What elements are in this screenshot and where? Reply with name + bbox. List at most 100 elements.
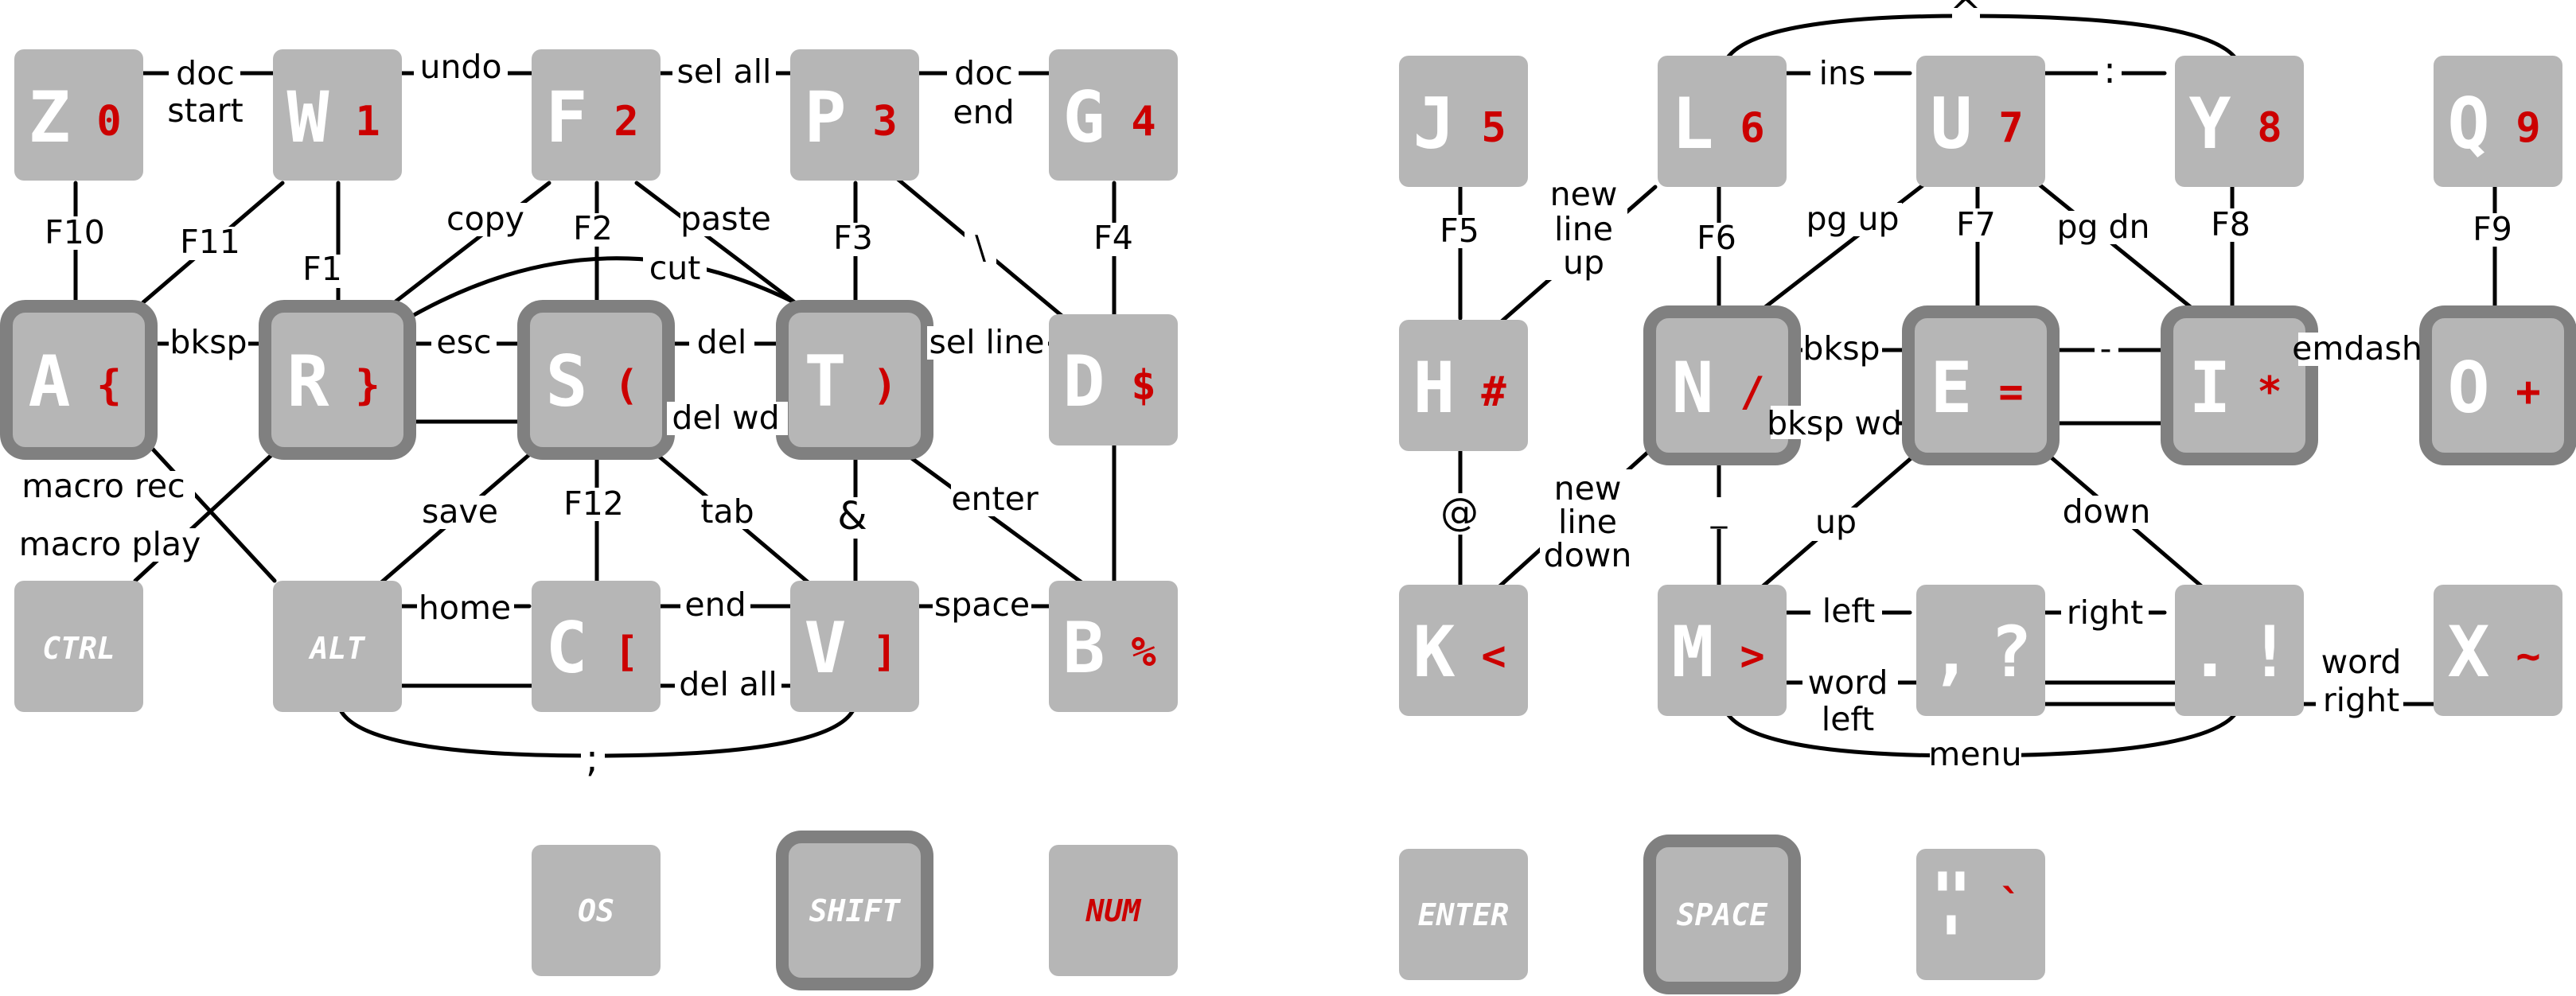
combo-f8: F8 [2211, 205, 2251, 243]
key-e[interactable]: E = [1902, 305, 2060, 465]
combo-menu: menu [1928, 735, 2021, 773]
combo-save: save [422, 492, 498, 531]
combo-colon: : [2103, 49, 2116, 91]
svg-text:5: 5 [1481, 104, 1506, 152]
svg-text:4: 4 [1131, 98, 1155, 146]
key-s[interactable]: S ( [517, 300, 675, 460]
key-shift[interactable]: SHIFT [776, 831, 933, 990]
key-os[interactable]: OS [532, 845, 661, 976]
combo-bksp-wd: bksp wd [1767, 404, 1902, 442]
combo-underscore: _ [1710, 491, 1728, 529]
svg-text:SPACE: SPACE [1677, 897, 1769, 932]
svg-text:V: V [805, 607, 847, 689]
combo-doc-end: doc [954, 54, 1013, 92]
combo-left: left [1822, 592, 1875, 630]
key-c[interactable]: C [ [532, 581, 661, 712]
combo-new-line-up-line3: up [1563, 243, 1604, 282]
key-quote[interactable]: " ' ` [1916, 849, 2045, 983]
key-j[interactable]: J 5 [1399, 56, 1528, 187]
svg-text:2: 2 [614, 98, 638, 146]
combo-right: right [2067, 593, 2143, 632]
key-g[interactable]: G 4 [1049, 49, 1178, 181]
combo-macro-play: macro play [19, 525, 201, 563]
combo-bksp-right: bksp [1802, 329, 1880, 368]
key-alt[interactable]: ALT [273, 581, 402, 712]
key-h[interactable]: H # [1399, 320, 1528, 451]
key-v[interactable]: V ] [790, 581, 919, 712]
svg-text:]: ] [872, 628, 897, 676]
svg-text:O: O [2448, 347, 2490, 429]
svg-text:Y: Y [2189, 83, 2231, 165]
svg-text:,: , [1931, 611, 1973, 693]
key-l[interactable]: L 6 [1658, 56, 1787, 187]
svg-text:7: 7 [1998, 104, 2023, 152]
combo-new-line-up: new [1550, 175, 1618, 213]
left-combo-labels: doc start undo sel all doc end F10 F11 F… [16, 48, 1138, 784]
combo-tab: tab [700, 492, 754, 531]
combo-word-left: word [1808, 663, 1888, 702]
combo-copy: copy [446, 200, 524, 238]
combo-f3: F3 [833, 219, 873, 257]
combo-emdash: emdash [2292, 329, 2422, 368]
svg-text:U: U [1931, 83, 1973, 165]
svg-text:<: < [1481, 632, 1506, 680]
key-comma[interactable]: , ? [1916, 585, 2045, 716]
combo-sel-line: sel line [929, 323, 1044, 361]
left-hand-keys: Z 0 W 1 F 2 P 3 G 4 A { R } S ( T ) D $ … [0, 49, 1178, 990]
combo-bksp: bksp [170, 323, 247, 361]
svg-text:M: M [1672, 611, 1714, 693]
combo-f6: F6 [1697, 219, 1736, 257]
combo-f4: F4 [1093, 219, 1133, 257]
key-enter[interactable]: ENTER [1399, 849, 1528, 980]
combo-caret: ^ [1950, 0, 1982, 35]
key-num[interactable]: NUM [1049, 845, 1178, 976]
key-p[interactable]: P 3 [790, 49, 919, 181]
svg-text:#: # [1481, 368, 1506, 416]
combo-macro-rec: macro rec [21, 467, 185, 505]
key-t[interactable]: T ) [776, 300, 933, 460]
key-b[interactable]: B % [1049, 581, 1178, 712]
svg-text:8: 8 [2257, 104, 2282, 152]
combo-doc-start-line2: start [167, 91, 244, 130]
combo-new-line-down: new [1554, 469, 1622, 508]
combo-space: space [934, 586, 1030, 624]
svg-text:>: > [1740, 632, 1764, 680]
key-ctrl[interactable]: CTRL [14, 581, 143, 712]
key-u[interactable]: U 7 [1916, 56, 2045, 187]
key-m[interactable]: M > [1658, 585, 1787, 716]
key-period[interactable]: . ! [2175, 585, 2304, 716]
combo-doc-end-line2: end [953, 93, 1014, 131]
key-z[interactable]: Z 0 [14, 49, 143, 181]
svg-text:X: X [2448, 611, 2490, 693]
key-w[interactable]: W 1 [273, 49, 402, 181]
key-f[interactable]: F 2 [532, 49, 661, 181]
combo-cut: cut [649, 249, 701, 287]
svg-text:NUM: NUM [1085, 893, 1142, 928]
svg-text:R: R [287, 340, 329, 422]
key-k[interactable]: K < [1399, 585, 1528, 716]
key-r[interactable]: R } [259, 300, 416, 460]
combo-ampersand: & [837, 494, 867, 539]
key-o[interactable]: O + [2419, 305, 2576, 465]
key-x[interactable]: X ~ [2434, 585, 2562, 716]
key-i[interactable]: I * [2161, 305, 2318, 465]
key-n[interactable]: N / [1643, 305, 1801, 465]
combo-ins: ins [1819, 54, 1866, 92]
key-y[interactable]: Y 8 [2175, 56, 2304, 187]
key-space[interactable]: SPACE [1643, 835, 1801, 994]
svg-text:9: 9 [2516, 104, 2540, 152]
combo-f12: F12 [563, 484, 624, 523]
combo-down: down [2063, 492, 2151, 531]
combo-new-line-down-line3: down [1544, 536, 1632, 574]
key-d[interactable]: D $ [1049, 314, 1178, 445]
combo-del-wd: del wd [672, 399, 779, 437]
key-a[interactable]: A { [0, 300, 158, 460]
combo-pg-dn: pg dn [2056, 208, 2149, 246]
combo-esc: esc [436, 323, 491, 361]
svg-text:Z: Z [29, 76, 71, 158]
key-q[interactable]: Q 9 [2434, 56, 2562, 187]
svg-text:K: K [1413, 611, 1456, 693]
svg-text:6: 6 [1740, 104, 1764, 152]
svg-text:CTRL: CTRL [42, 631, 115, 666]
svg-text:$: $ [1131, 362, 1155, 410]
